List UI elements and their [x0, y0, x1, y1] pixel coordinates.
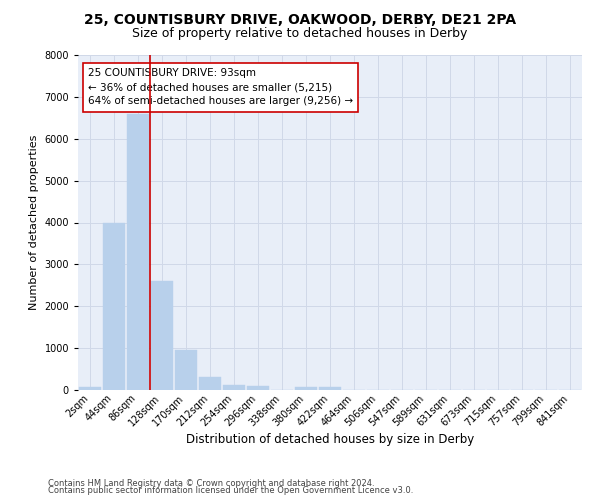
Text: 25 COUNTISBURY DRIVE: 93sqm
← 36% of detached houses are smaller (5,215)
64% of : 25 COUNTISBURY DRIVE: 93sqm ← 36% of det… [88, 68, 353, 106]
Text: Contains HM Land Registry data © Crown copyright and database right 2024.: Contains HM Land Registry data © Crown c… [48, 478, 374, 488]
Bar [127, 114, 149, 390]
Text: Contains public sector information licensed under the Open Government Licence v3: Contains public sector information licen… [48, 486, 413, 495]
X-axis label: Distribution of detached houses by size in Derby: Distribution of detached houses by size … [186, 434, 474, 446]
Bar [319, 387, 341, 390]
Bar [175, 350, 197, 390]
Bar [223, 384, 245, 390]
Text: Size of property relative to detached houses in Derby: Size of property relative to detached ho… [133, 28, 467, 40]
Text: 25, COUNTISBURY DRIVE, OAKWOOD, DERBY, DE21 2PA: 25, COUNTISBURY DRIVE, OAKWOOD, DERBY, D… [84, 12, 516, 26]
Bar [247, 386, 269, 390]
Bar [151, 281, 173, 390]
Bar [79, 387, 101, 390]
Bar [103, 222, 125, 390]
Bar [199, 378, 221, 390]
Y-axis label: Number of detached properties: Number of detached properties [29, 135, 39, 310]
Bar [295, 387, 317, 390]
